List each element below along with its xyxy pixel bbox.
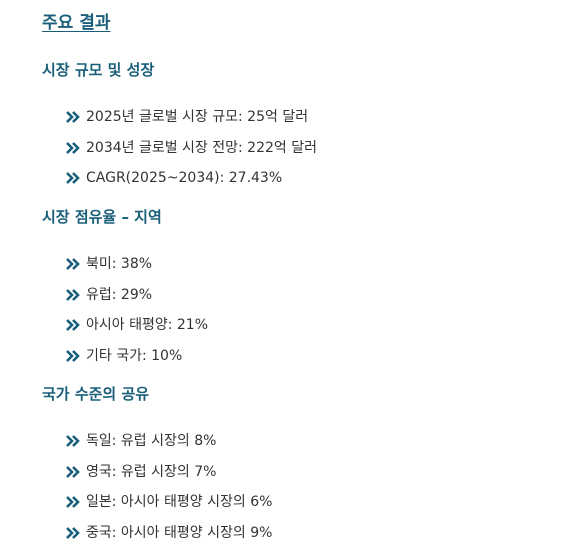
list-item-text: 일본: 아시아 태평양 시장의 6% [86,494,273,511]
list-item-text: 독일: 유럽 시장의 8% [86,433,217,450]
double-chevron-right-icon [66,526,80,539]
list-item-text: 2034년 글로벌 시장 전망: 222억 달러 [86,139,317,156]
list-item-text: 중국: 아시아 태평양 시장의 9% [86,524,273,541]
list-item: 중국: 아시아 태평양 시장의 9% [66,518,272,549]
list-item: CAGR(2025~2034): 27.43% [66,163,317,194]
list-item-text: 영국: 유럽 시장의 7% [86,463,217,480]
list-item-text: CAGR(2025~2034): 27.43% [86,170,283,187]
list-item-text: 유럽: 29% [86,286,153,303]
double-chevron-right-icon [66,111,80,124]
double-chevron-right-icon [66,288,80,301]
double-chevron-right-icon [66,435,80,448]
double-chevron-right-icon [66,319,80,332]
list-item: 아시아 태평양: 21% [66,310,208,341]
section-heading-regional-share: 시장 점유율 – 지역 [42,208,162,226]
market-size-list: 2025년 글로벌 시장 규모: 25억 달러 2034년 글로벌 시장 전망:… [66,102,317,194]
list-item: 독일: 유럽 시장의 8% [66,426,272,457]
double-chevron-right-icon [66,258,80,271]
list-item: 북미: 38% [66,249,208,280]
list-item: 유럽: 29% [66,280,208,311]
double-chevron-right-icon [66,172,80,185]
list-item: 일본: 아시아 태평양 시장의 6% [66,487,272,518]
double-chevron-right-icon [66,496,80,509]
double-chevron-right-icon [66,349,80,362]
list-item: 영국: 유럽 시장의 7% [66,457,272,488]
list-item: 2034년 글로벌 시장 전망: 222억 달러 [66,133,317,164]
list-item-text: 아시아 태평양: 21% [86,317,209,334]
double-chevron-right-icon [66,141,80,154]
list-item: 기타 국가: 10% [66,341,208,372]
section-heading-market-size: 시장 규모 및 성장 [42,61,155,79]
list-item: 2025년 글로벌 시장 규모: 25억 달러 [66,102,317,133]
country-share-list: 독일: 유럽 시장의 8% 영국: 유럽 시장의 7% 일본: 아시아 태평양 … [66,426,272,548]
regional-share-list: 북미: 38% 유럽: 29% 아시아 태평양: 21% 기타 국가: 10% [66,249,208,371]
section-heading-country-share: 국가 수준의 공유 [42,385,150,403]
list-item-text: 2025년 글로벌 시장 규모: 25억 달러 [86,109,309,126]
page-title: 주요 결과 [42,13,111,33]
list-item-text: 기타 국가: 10% [86,347,183,364]
list-item-text: 북미: 38% [86,256,153,273]
double-chevron-right-icon [66,465,80,478]
